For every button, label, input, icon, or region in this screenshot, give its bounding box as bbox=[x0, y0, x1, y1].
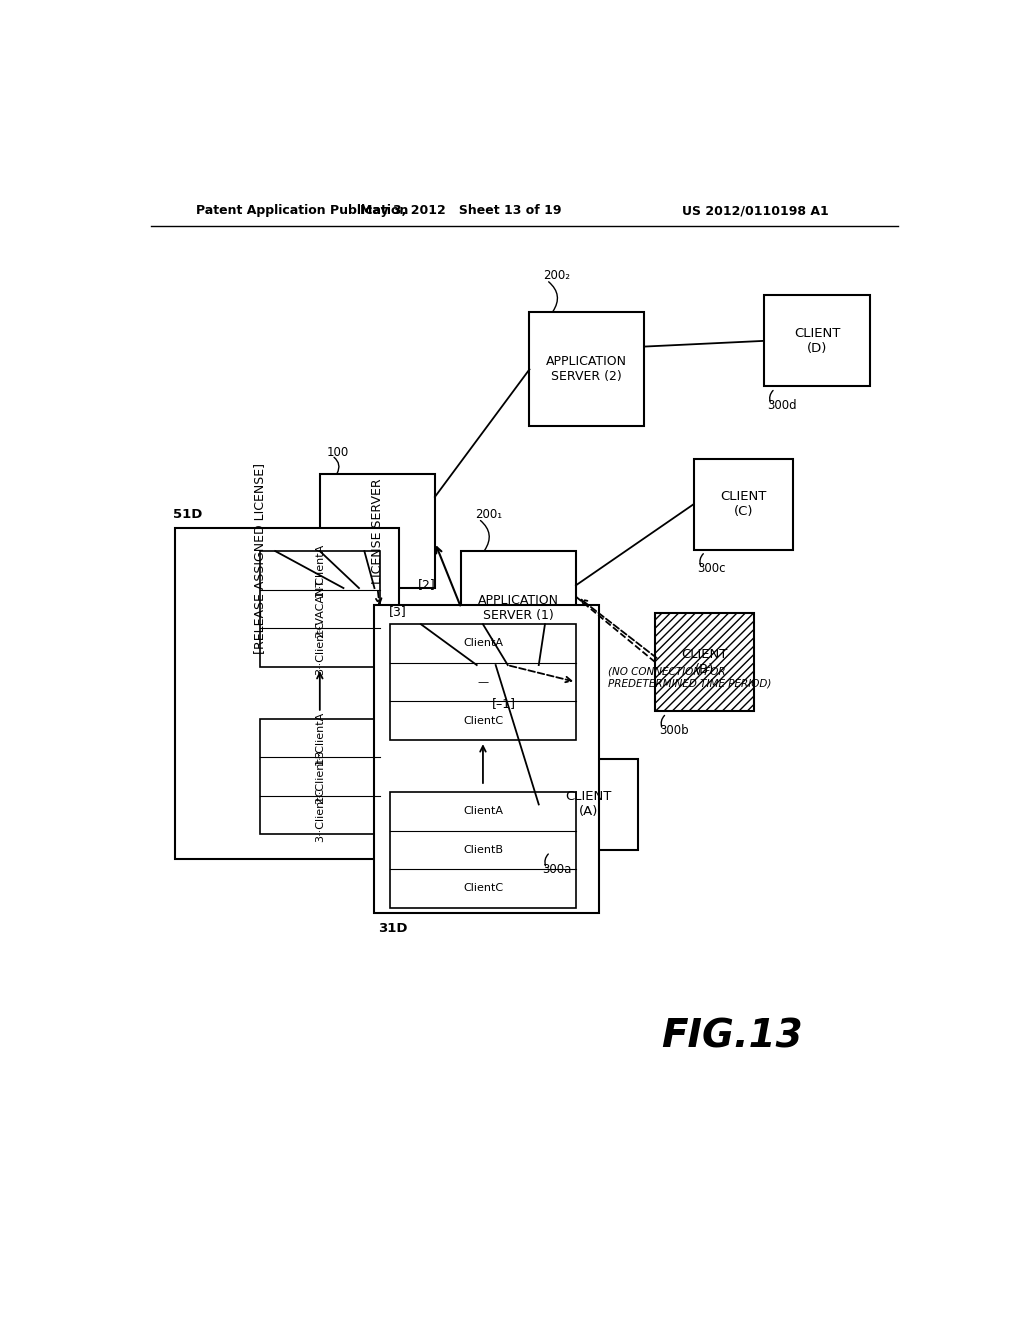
Text: 51D: 51D bbox=[173, 508, 203, 520]
Text: CLIENT
(C): CLIENT (C) bbox=[720, 490, 767, 519]
Text: 3··ClientC: 3··ClientC bbox=[314, 788, 325, 842]
Bar bbox=[693, 459, 793, 549]
Bar bbox=[655, 612, 755, 711]
Text: 1··ClientA: 1··ClientA bbox=[314, 711, 325, 766]
Text: ClientB: ClientB bbox=[463, 845, 503, 855]
Text: 300c: 300c bbox=[697, 562, 726, 576]
Text: 300b: 300b bbox=[658, 723, 688, 737]
Bar bbox=[174, 528, 399, 859]
Text: May 3, 2012   Sheet 13 of 19: May 3, 2012 Sheet 13 of 19 bbox=[360, 205, 562, 218]
Bar bbox=[260, 552, 380, 667]
Text: ClientC: ClientC bbox=[463, 715, 503, 726]
Text: ClientA: ClientA bbox=[463, 807, 503, 816]
Bar bbox=[375, 605, 599, 913]
Bar bbox=[461, 552, 575, 665]
Text: 200₂: 200₂ bbox=[544, 269, 570, 282]
Text: APPLICATION
SERVER (1): APPLICATION SERVER (1) bbox=[478, 594, 559, 622]
Text: US 2012/0110198 A1: US 2012/0110198 A1 bbox=[682, 205, 829, 218]
Text: 300d: 300d bbox=[767, 399, 797, 412]
Text: ClientA: ClientA bbox=[463, 639, 503, 648]
Text: [–1]: [–1] bbox=[492, 697, 515, 710]
Text: Patent Application Publication: Patent Application Publication bbox=[197, 205, 409, 218]
Text: 31D: 31D bbox=[378, 921, 408, 935]
Text: LICENSE SERVER: LICENSE SERVER bbox=[371, 478, 384, 583]
Text: 100: 100 bbox=[327, 446, 348, 459]
Bar bbox=[529, 313, 644, 426]
Text: 1··ClientA: 1··ClientA bbox=[314, 544, 325, 598]
Bar bbox=[260, 719, 380, 834]
Text: (NO CONNECTION FOR
PREDETERMINED TIME PERIOD): (NO CONNECTION FOR PREDETERMINED TIME PE… bbox=[608, 667, 772, 688]
Bar bbox=[390, 624, 575, 739]
Text: [3]: [3] bbox=[389, 605, 407, 618]
Text: FIG.13: FIG.13 bbox=[662, 1018, 803, 1055]
Text: 2··ClientB: 2··ClientB bbox=[314, 750, 325, 804]
Text: 300a: 300a bbox=[543, 862, 572, 875]
Text: —: — bbox=[477, 677, 488, 686]
Text: CLIENT
(B): CLIENT (B) bbox=[681, 648, 728, 676]
Text: ClientC: ClientC bbox=[463, 883, 503, 894]
Bar bbox=[390, 792, 575, 908]
Bar bbox=[321, 474, 435, 589]
Text: [RELEASE ASSIGNED LICENSE]: [RELEASE ASSIGNED LICENSE] bbox=[253, 463, 266, 655]
Text: 2··VACANT: 2··VACANT bbox=[314, 579, 325, 639]
Text: CLIENT
(A): CLIENT (A) bbox=[565, 791, 611, 818]
Text: APPLICATION
SERVER (2): APPLICATION SERVER (2) bbox=[546, 355, 628, 383]
Text: CLIENT
(D): CLIENT (D) bbox=[794, 327, 840, 355]
Text: 3··ClientC: 3··ClientC bbox=[314, 620, 325, 675]
Text: 200₁: 200₁ bbox=[475, 508, 503, 520]
Text: [2]: [2] bbox=[418, 578, 435, 591]
Bar bbox=[539, 759, 638, 850]
Bar bbox=[764, 296, 870, 387]
